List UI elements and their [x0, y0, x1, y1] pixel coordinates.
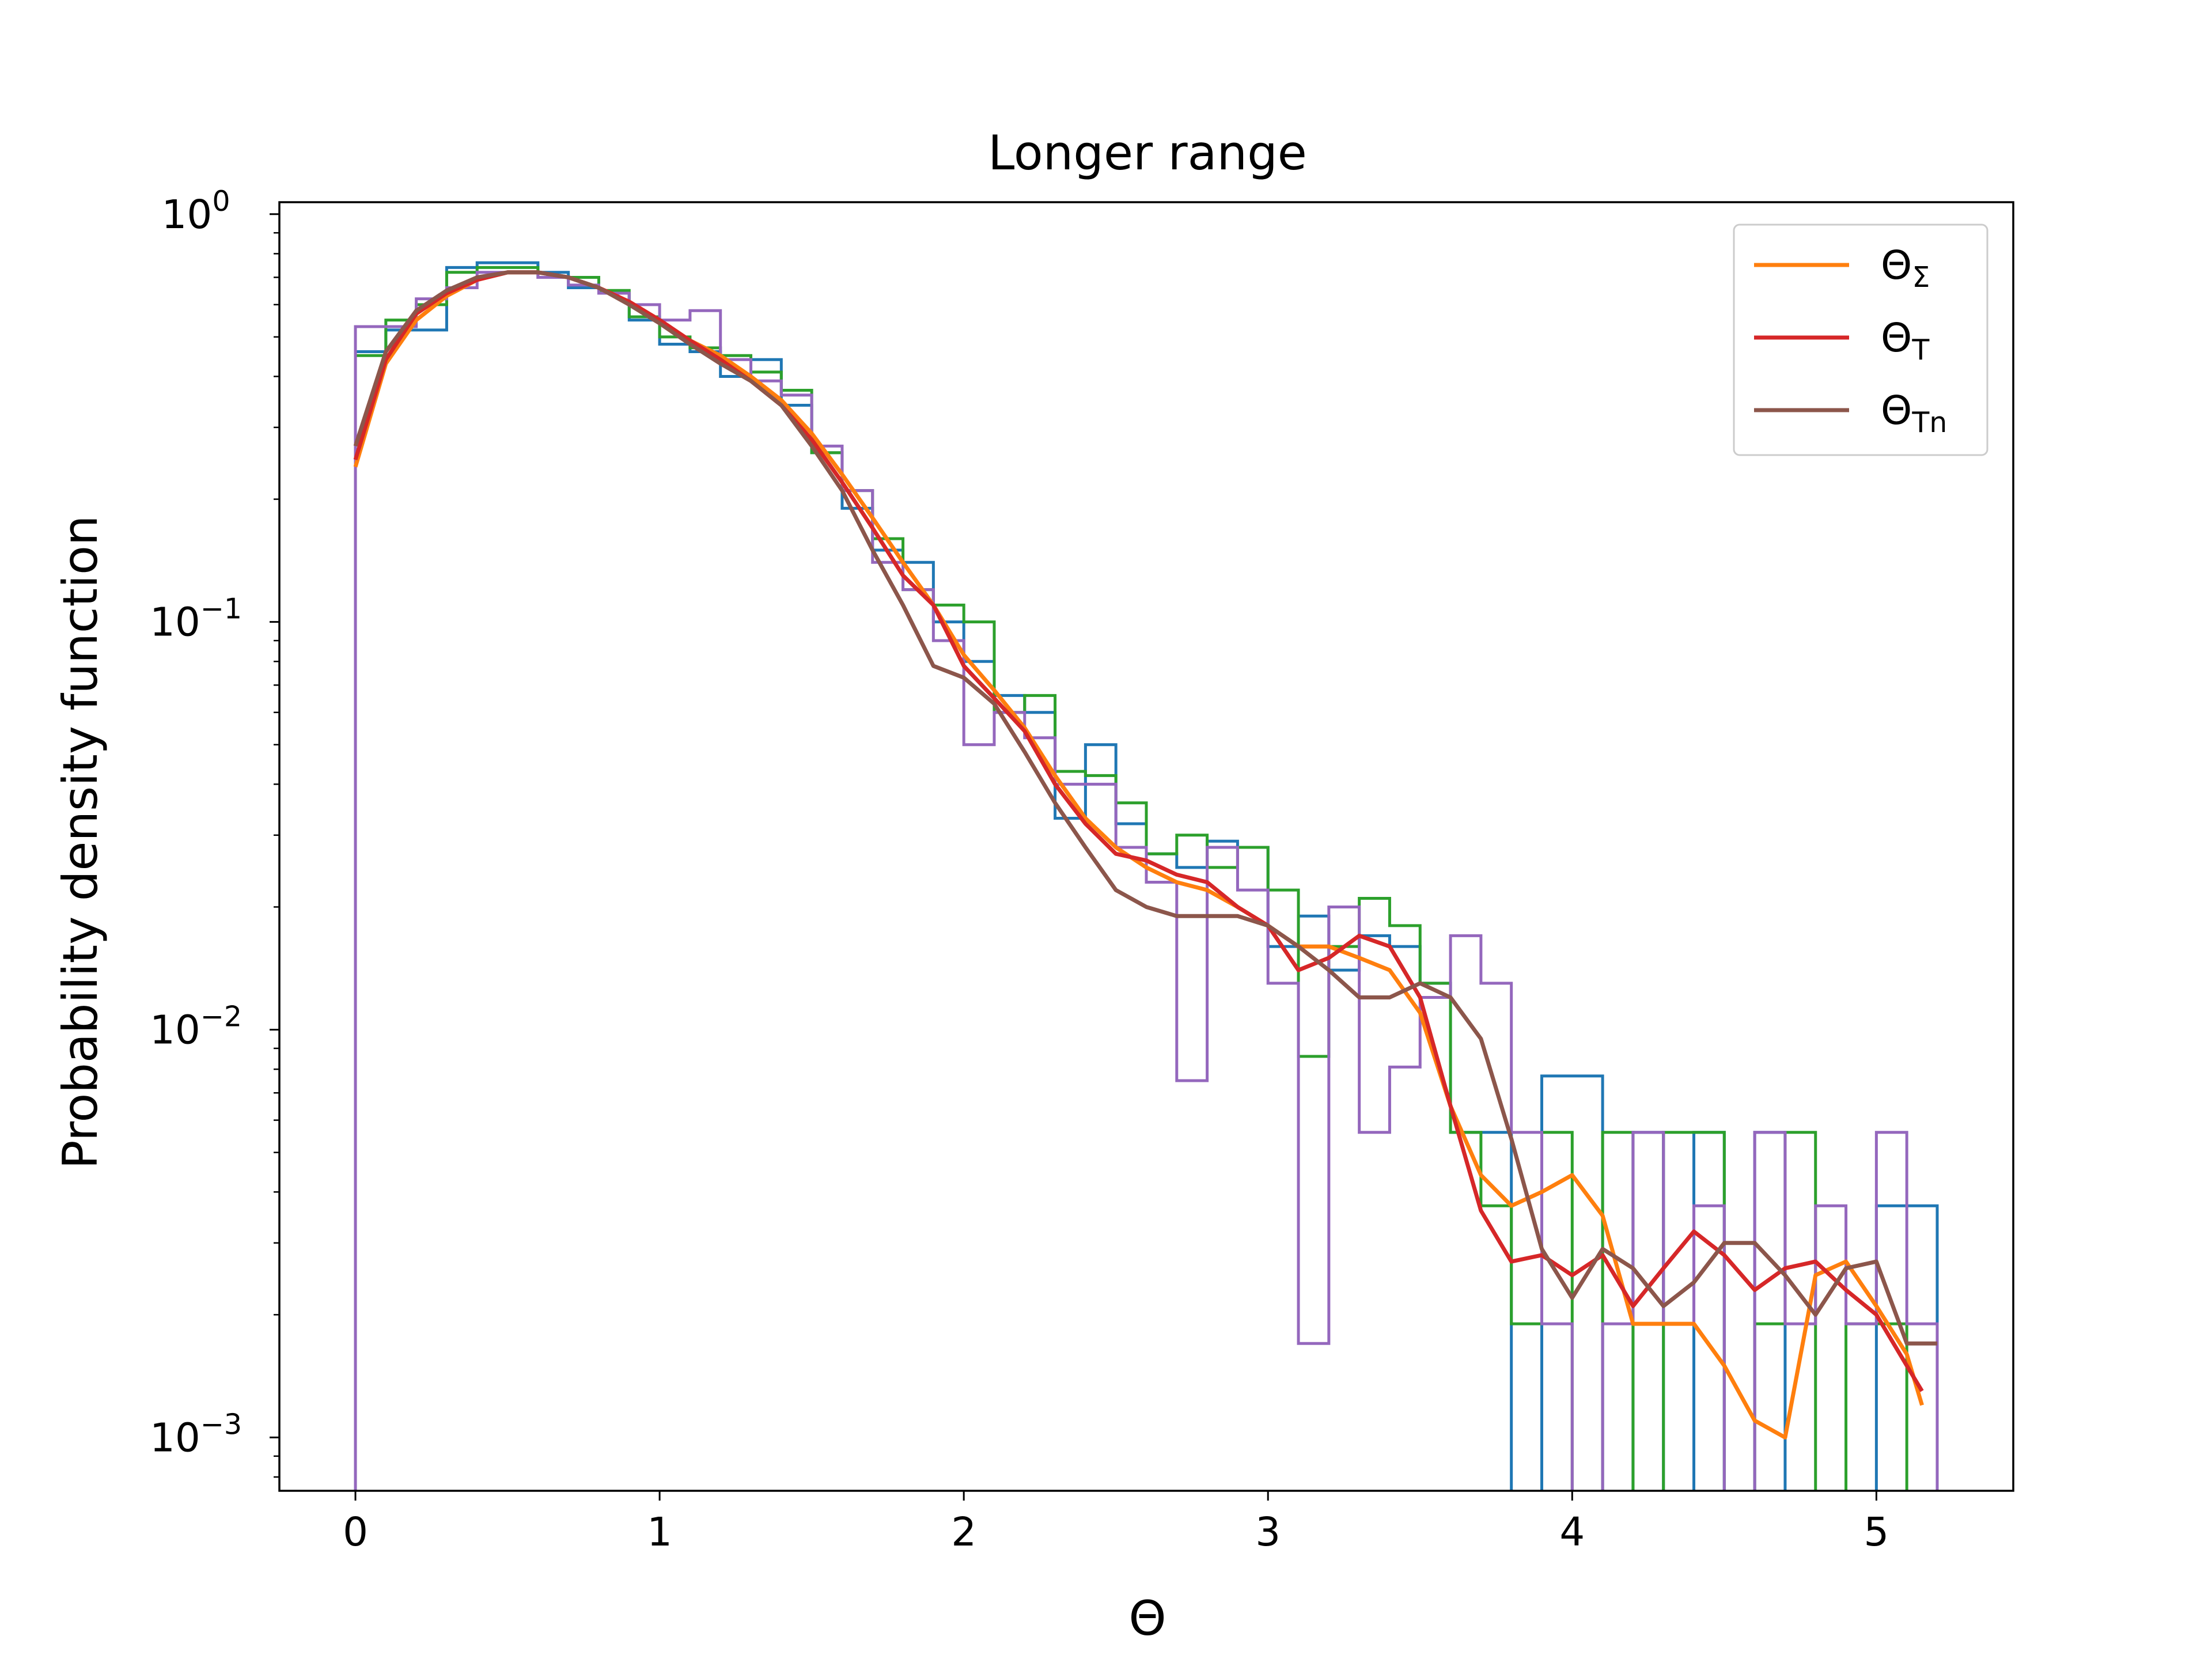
y-tick-label: 10−1 — [150, 593, 242, 646]
x-tick-label: 2 — [951, 1509, 976, 1555]
y-tick-label: 10−2 — [150, 1001, 242, 1054]
x-axis: 0 1 2 3 4 5 — [343, 1491, 1889, 1555]
y-axis-label: Probability density function — [52, 516, 108, 1169]
chart-title: Longer range — [988, 125, 1307, 181]
x-tick-label: 1 — [647, 1509, 672, 1555]
legend-label: ΘΣ — [1881, 243, 1930, 294]
histogram-2 — [354, 266, 1908, 1491]
axes-frame — [278, 201, 2014, 1492]
y-tick-label: 10−3 — [150, 1408, 242, 1461]
x-axis-label: Θ — [1128, 1590, 1166, 1646]
y-axis: 100 10−1 10−2 10−3 — [150, 185, 279, 1478]
legend-box — [1733, 224, 1988, 456]
x-tick-label: 0 — [343, 1509, 368, 1555]
series-line-tn — [353, 270, 1937, 1346]
x-tick-label: 5 — [1863, 1509, 1889, 1555]
legend: ΘΣ ΘT ΘTn — [1733, 224, 1988, 456]
y-tick-label: 100 — [162, 185, 230, 238]
legend-label: ΘTn — [1881, 388, 1947, 439]
plot-area — [353, 261, 1939, 1491]
x-tick-label: 4 — [1559, 1509, 1585, 1555]
legend-label: ΘT — [1881, 315, 1930, 366]
x-tick-label: 3 — [1255, 1509, 1281, 1555]
